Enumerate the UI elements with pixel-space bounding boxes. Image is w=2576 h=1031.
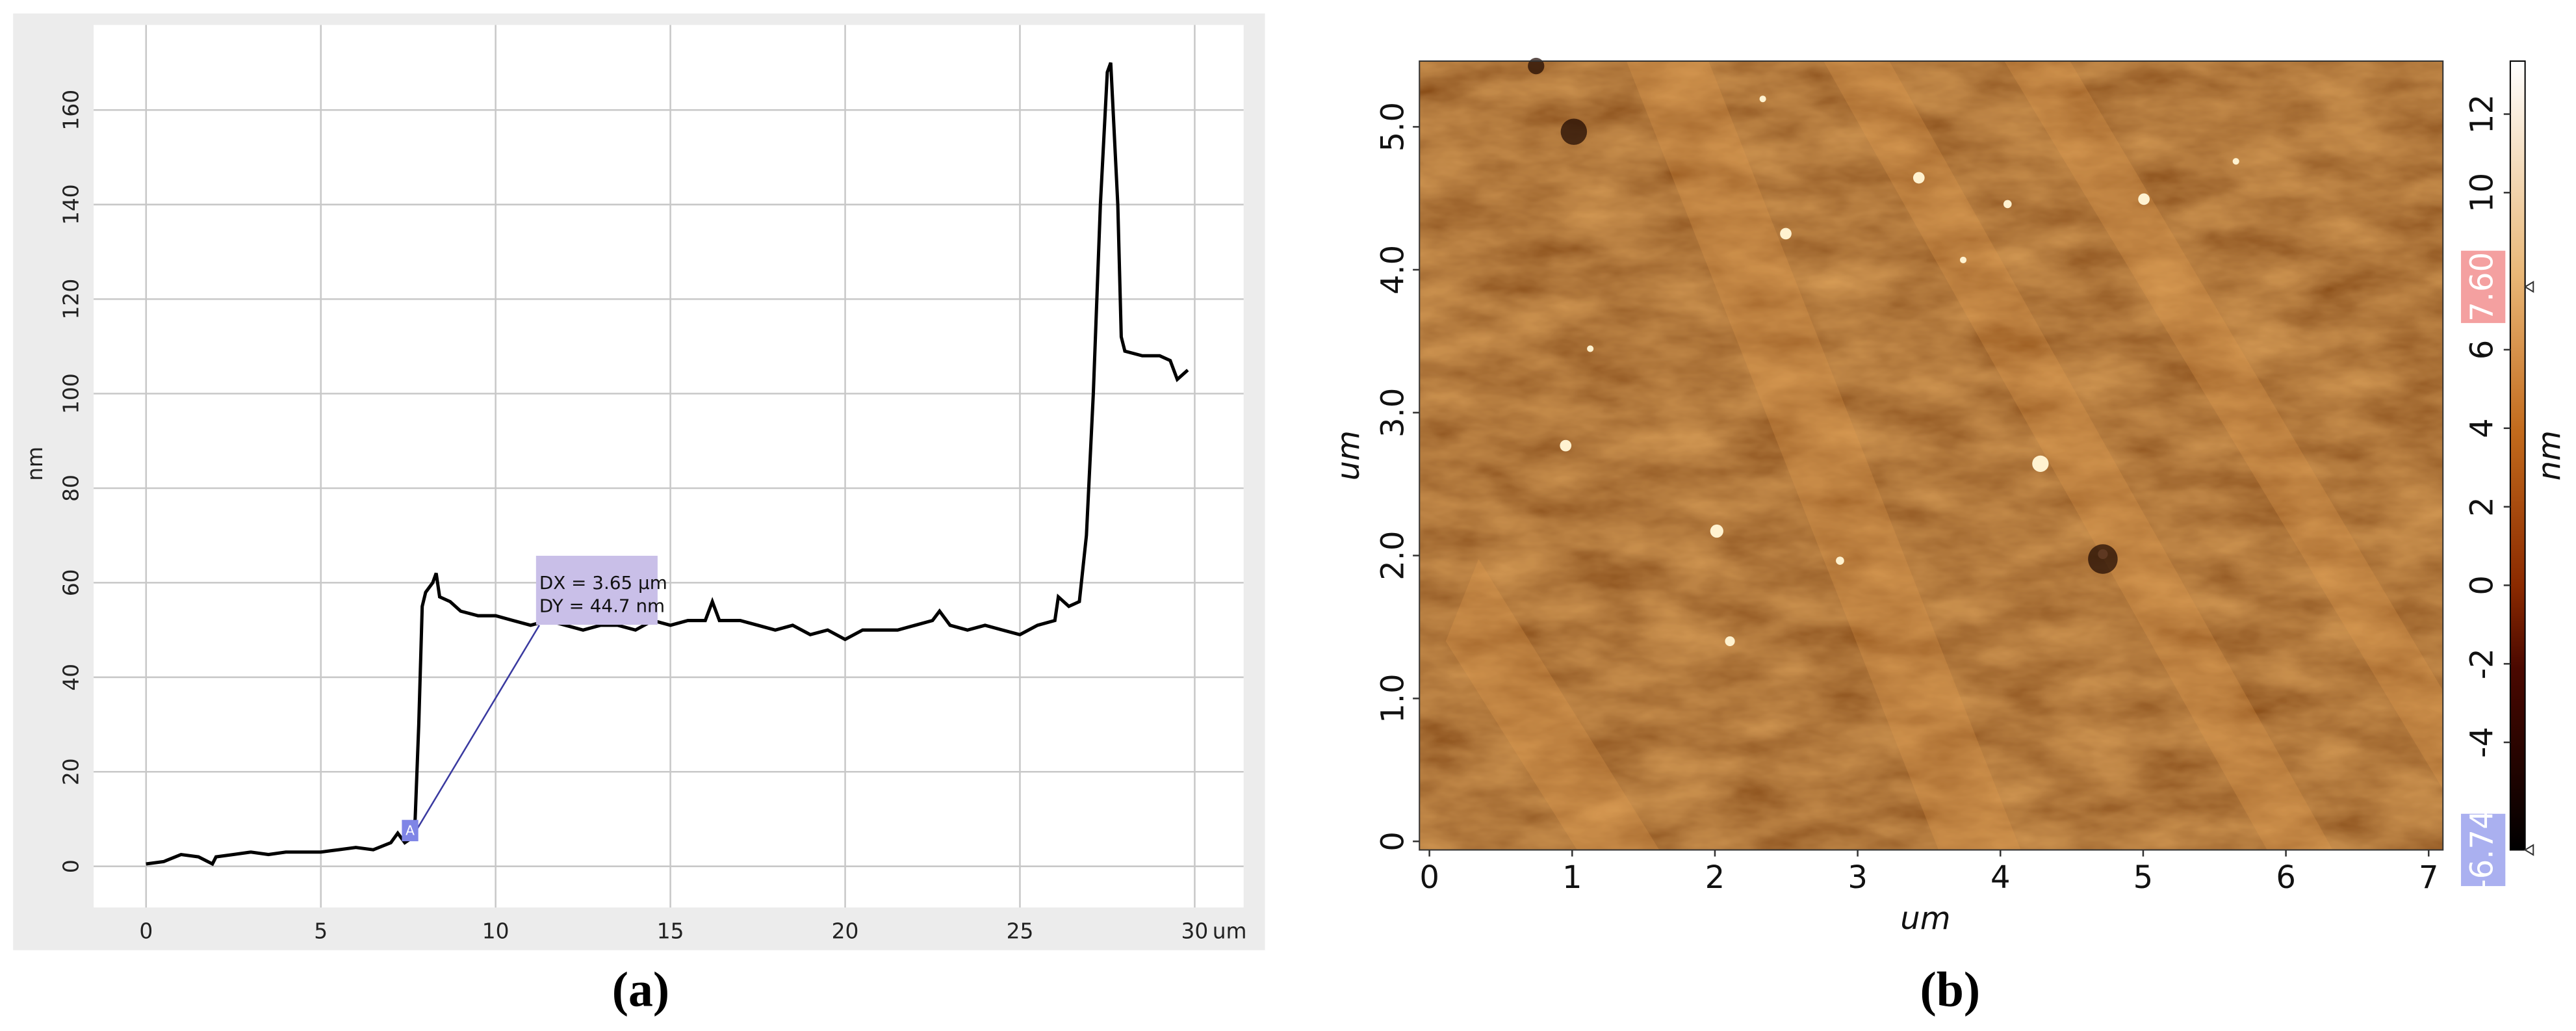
x-tick-label: 30 [1181,918,1209,943]
y-tick-label: 60 [58,569,84,596]
colorbar-tick-label: 6 [2464,340,2500,360]
x-tick-label: 20 [832,918,859,943]
caption: (a) [612,962,669,1017]
measure-box [535,555,658,625]
colorbar-tick-label: 10 [2464,173,2500,213]
profile-line [146,62,1189,867]
x-tick-label: 6 [2276,859,2296,896]
colorbar-label: nm [2531,430,2568,480]
x-tick-label: 7 [2419,859,2439,896]
colorbar-tick-label: 12 [2464,94,2500,134]
y-axis-label: um [1330,430,1367,480]
marker-label: A [406,822,415,838]
measure-text: DY = 44.7 nm [539,595,665,616]
image-frame [1419,60,2444,851]
y-tick-label: 120 [58,279,84,320]
y-tick-label: 2.0 [1374,530,1411,580]
y-tick-label: 20 [58,758,84,785]
y-tick-label: 140 [58,184,84,225]
x-tick-label: 0 [1419,859,1439,896]
colorbar-tick-label: 0 [2464,575,2500,595]
colorbar-marker [2523,844,2534,856]
colorbar-marker-label: -6.74 [2464,809,2500,890]
x-tick-label: 3 [1848,859,1868,896]
caption: (b) [1920,962,1980,1017]
colorbar-marker-label: 7.60 [2464,252,2500,322]
afm-texture [1419,60,2443,850]
x-tick-label: 5 [314,918,328,943]
y-tick-label: 5.0 [1374,102,1411,151]
colorbar-marker-box [2461,813,2506,887]
y-tick-label: 160 [58,90,84,131]
x-tick-label: 1 [1562,859,1582,896]
marker-box [402,820,419,842]
x-tick-label: 2 [1705,859,1725,896]
measure-text: DX = 3.65 µm [539,572,667,594]
afm-particles [1560,96,2239,646]
x-tick-label: 0 [139,918,153,943]
x-axis-unit: um [1213,918,1247,943]
x-axis-label: um [1900,900,1950,937]
y-tick-label: 40 [58,664,84,691]
y-tick-label: 4.0 [1374,245,1411,294]
plot-area [94,25,1244,907]
colorbar-marker-box [2461,250,2506,323]
colorbar [2509,60,2526,851]
y-axis-label: nm [22,447,47,481]
y-tick-label: 0 [58,859,84,873]
y-tick-label: 0 [1374,831,1411,852]
afm-pits [1528,57,2118,574]
colorbar-tick-label: -2 [2464,648,2500,679]
colorbar-marker [2523,280,2534,293]
colorbar-tick-label: -4 [2464,727,2500,758]
y-tick-label: 3.0 [1374,388,1411,437]
y-tick-label: 100 [58,373,84,414]
x-tick-label: 5 [2133,859,2154,896]
x-tick-label: 10 [482,918,509,943]
measure-line [411,625,540,839]
x-tick-label: 4 [1990,859,2011,896]
chart-layer: 0 5 10 15 20 25 30020406080100120140160umnmADX… [22,25,2568,1017]
x-tick-label: 25 [1007,918,1034,943]
y-tick-label: 1.0 [1374,673,1411,723]
colorbar-tick-label: 4 [2464,418,2500,438]
x-tick-label: 15 [657,918,684,943]
colorbar-tick-label: 2 [2464,497,2500,517]
y-tick-label: 80 [58,475,84,502]
